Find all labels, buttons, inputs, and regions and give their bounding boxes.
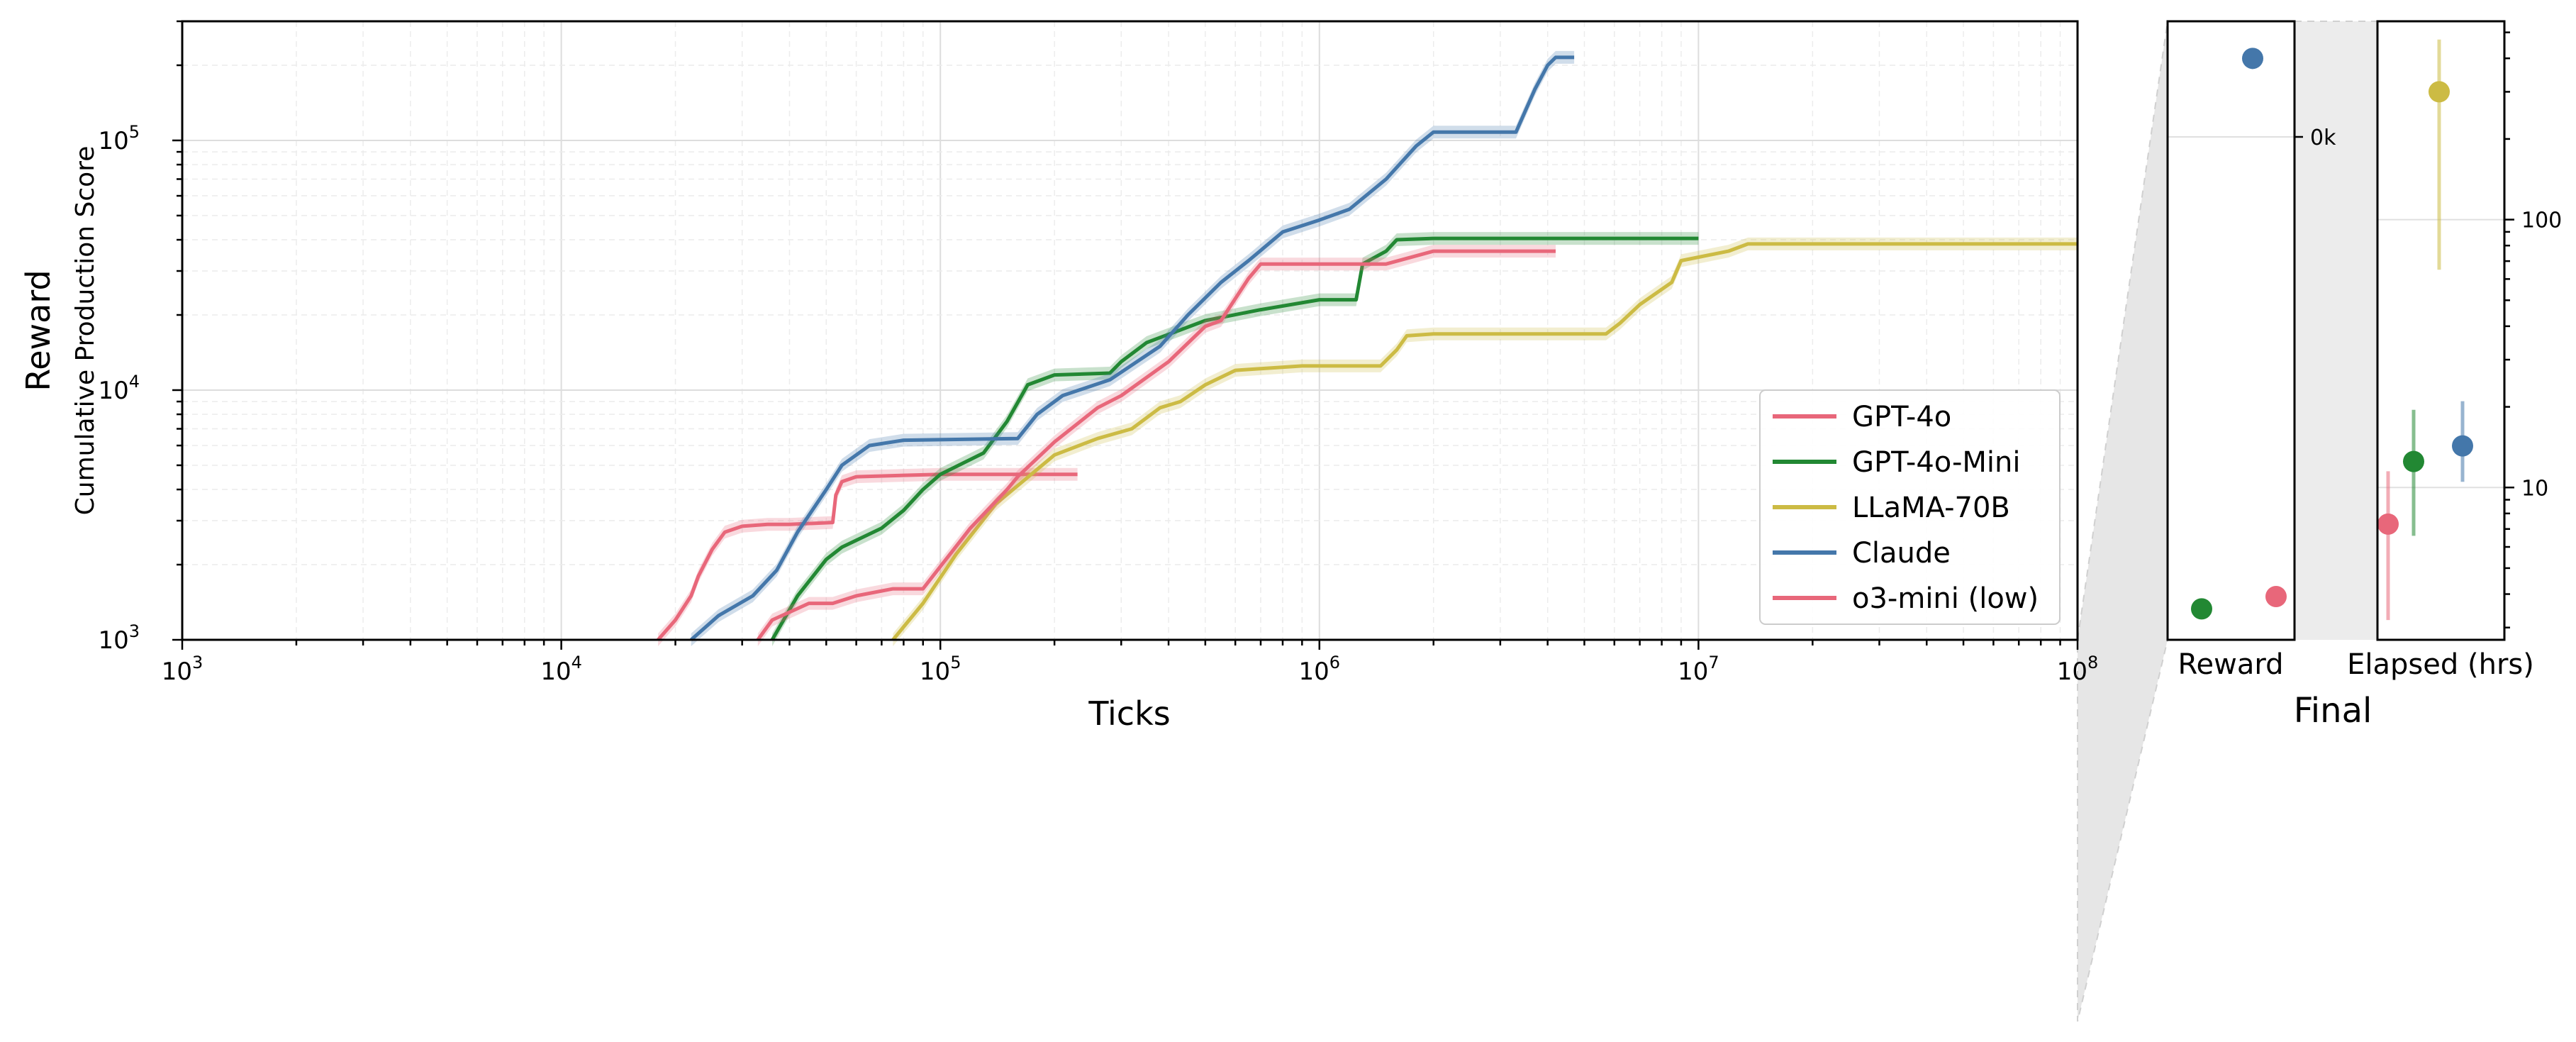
x-tick-label-exponent: 6 [1329, 653, 1340, 672]
x-tick-label: 106 [1299, 653, 1341, 686]
zoom-connector-left [2077, 21, 2168, 1022]
x-tick-label-exponent: 3 [192, 653, 203, 672]
reward-points [2191, 48, 2287, 620]
y-tick-label-exponent: 4 [129, 372, 140, 392]
y-tick-label: 105 [98, 122, 140, 155]
x-tick-label-base: 10 [1678, 658, 1708, 686]
reward-point-gpt-4o [2265, 585, 2287, 607]
x-tick-label-exponent: 7 [1708, 653, 1719, 672]
x-tick-label: 107 [1678, 653, 1719, 686]
y-tick-label-base: 10 [98, 377, 128, 405]
legend-frame [1759, 389, 2061, 625]
reward-point-claude [2242, 48, 2263, 70]
legend: GPT-4o GPT-4o-Mini LLaMA-70B Claude o3-mini … [1759, 389, 2061, 625]
legend-label: LLaMA-70B [1852, 492, 2010, 524]
elapsed-x-label: Elapsed (hrs) [2347, 648, 2534, 681]
elapsed-point-gpt-4o [2377, 513, 2399, 535]
elapsed-tick-label-100: 100 [2521, 209, 2562, 233]
y-axis-subtitle: Cumulative Production Score [71, 146, 100, 516]
x-tick-label-exponent: 4 [571, 653, 582, 672]
series-claude-band [691, 50, 1575, 646]
x-tick-label-base: 10 [2057, 658, 2087, 686]
x-tick-label-exponent: 8 [2087, 653, 2098, 672]
y-tick-label-exponent: 5 [129, 122, 140, 142]
reward-x-label: Reward [2178, 648, 2284, 681]
reward-subplot: 0k Reward [2166, 20, 2336, 681]
y-tick-label: 103 [98, 621, 140, 655]
x-tick-label: 108 [2057, 653, 2099, 686]
zoom-connector-middle [2295, 21, 2377, 640]
x-tick-label: 103 [162, 653, 203, 686]
elapsed-points [2377, 39, 2473, 621]
legend-label: GPT-4o [1852, 401, 1951, 433]
y-tick-label: 104 [98, 372, 140, 405]
x-tick-label: 105 [920, 653, 961, 686]
x-tick-label: 104 [540, 653, 582, 686]
x-tick-labels: 103 104 105 106 107 108 [162, 653, 2099, 686]
elapsed-subplot-frame [2376, 20, 2506, 641]
series-llama-70b-line [891, 242, 2078, 641]
x-axis-title: Ticks [1088, 694, 1170, 733]
x-tick-label-base: 10 [920, 658, 950, 686]
final-group-label: Final [2294, 691, 2373, 731]
legend-items: GPT-4o GPT-4o-Mini LLaMA-70B Claude o3-mini … [1773, 401, 2039, 615]
main-plot-frame [181, 20, 2079, 641]
x-tick-label-base: 10 [540, 658, 571, 686]
reward-tick-label-0k: 0k [2310, 126, 2336, 150]
elapsed-ticks: 100 10 [2504, 31, 2562, 628]
elapsed-point-gpt-4o-mini [2403, 450, 2424, 472]
series-gpt-4o-line [657, 472, 1078, 641]
reward-point-gpt-4o-mini [2191, 598, 2212, 620]
y-tick-label-base: 10 [98, 626, 128, 655]
y-axis-title: Reward [19, 270, 57, 391]
x-tick-label-base: 10 [162, 658, 192, 686]
elapsed-subplot: 100 10 Elapsed (hrs) [2347, 20, 2562, 681]
x-tick-label-base: 10 [1299, 658, 1329, 686]
legend-label: Claude [1852, 537, 1951, 570]
elapsed-point-claude [2452, 435, 2473, 457]
series-o3-mini-low-line [756, 249, 1556, 641]
main-series [657, 50, 2078, 647]
main-ticks [172, 20, 2079, 650]
y-tick-label-exponent: 3 [129, 621, 140, 641]
elapsed-point-llama-70b [2429, 81, 2450, 103]
series-gpt-4o-mini-line [770, 236, 1699, 641]
reward-subplot-frame [2166, 20, 2296, 641]
x-tick-label-exponent: 5 [950, 653, 961, 672]
series-claude-line [690, 55, 1575, 641]
elapsed-tick-label-10: 10 [2521, 476, 2548, 501]
y-tick-label-base: 10 [98, 127, 128, 155]
legend-label: o3-mini (low) [1852, 582, 2039, 615]
legend-label: GPT-4o-Mini [1852, 446, 2021, 479]
